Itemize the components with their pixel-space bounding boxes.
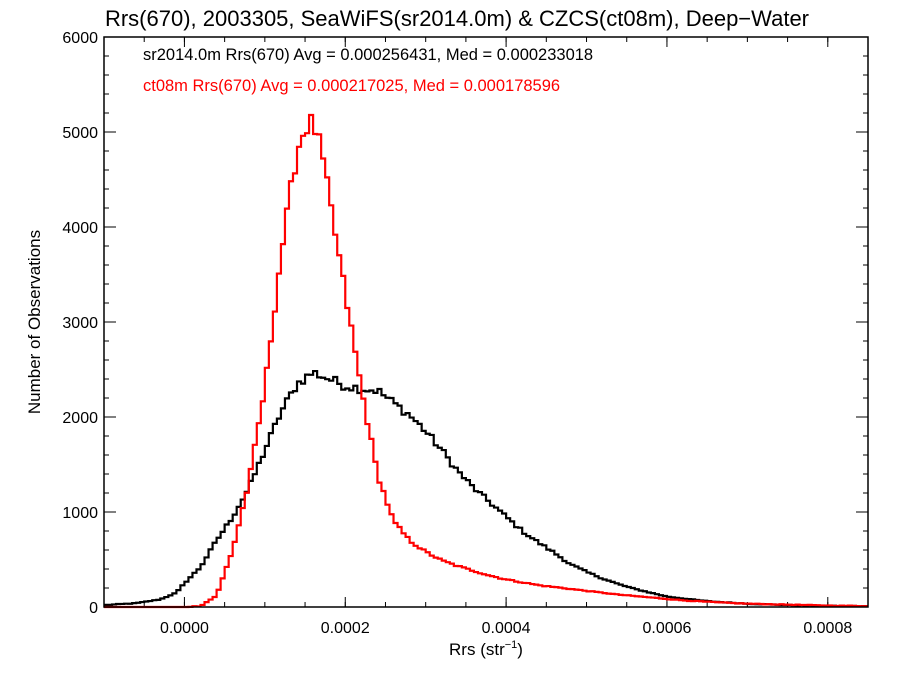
x-axis-label-main: Rrs (str bbox=[449, 640, 505, 659]
y-tick-label: 6000 bbox=[62, 30, 98, 47]
legend-entry-seawifs: sr2014.0m Rrs(670) Avg = 0.000256431, Me… bbox=[143, 46, 593, 64]
x-axis-label-close: ) bbox=[517, 640, 523, 659]
x-tick-label: 0.0000 bbox=[160, 620, 209, 637]
y-tick-label: 2000 bbox=[62, 410, 98, 427]
x-tick-label: 0.0002 bbox=[321, 620, 370, 637]
series-lines bbox=[104, 113, 868, 609]
chart-title: Rrs(670), 2003305, SeaWiFS(sr2014.0m) & … bbox=[105, 6, 809, 31]
tick-labels: 0.0000 0.0002 0.0004 0.0006 0.0008 0 1000 2000 3… bbox=[62, 30, 852, 637]
legend-entry-czcs: ct08m Rrs(670) Avg = 0.000217025, Med = … bbox=[143, 77, 560, 95]
y-tick-label: 4000 bbox=[62, 220, 98, 237]
x-tick-label: 0.0004 bbox=[482, 620, 531, 637]
x-axis-label: Rrs (str−1) bbox=[449, 639, 523, 659]
y-tick-label: 5000 bbox=[62, 125, 98, 142]
y-tick-label: 0 bbox=[89, 600, 98, 617]
x-tick-label: 0.0006 bbox=[642, 620, 691, 637]
y-axis-label: Number of Observations bbox=[25, 230, 44, 414]
y-tick-label: 3000 bbox=[62, 315, 98, 332]
series-line-czcs bbox=[104, 113, 868, 609]
y-tick-label: 1000 bbox=[62, 505, 98, 522]
x-axis-label-exponent: −1 bbox=[505, 639, 518, 651]
plot-frame bbox=[103, 36, 869, 608]
x-tick-label: 0.0008 bbox=[803, 620, 852, 637]
